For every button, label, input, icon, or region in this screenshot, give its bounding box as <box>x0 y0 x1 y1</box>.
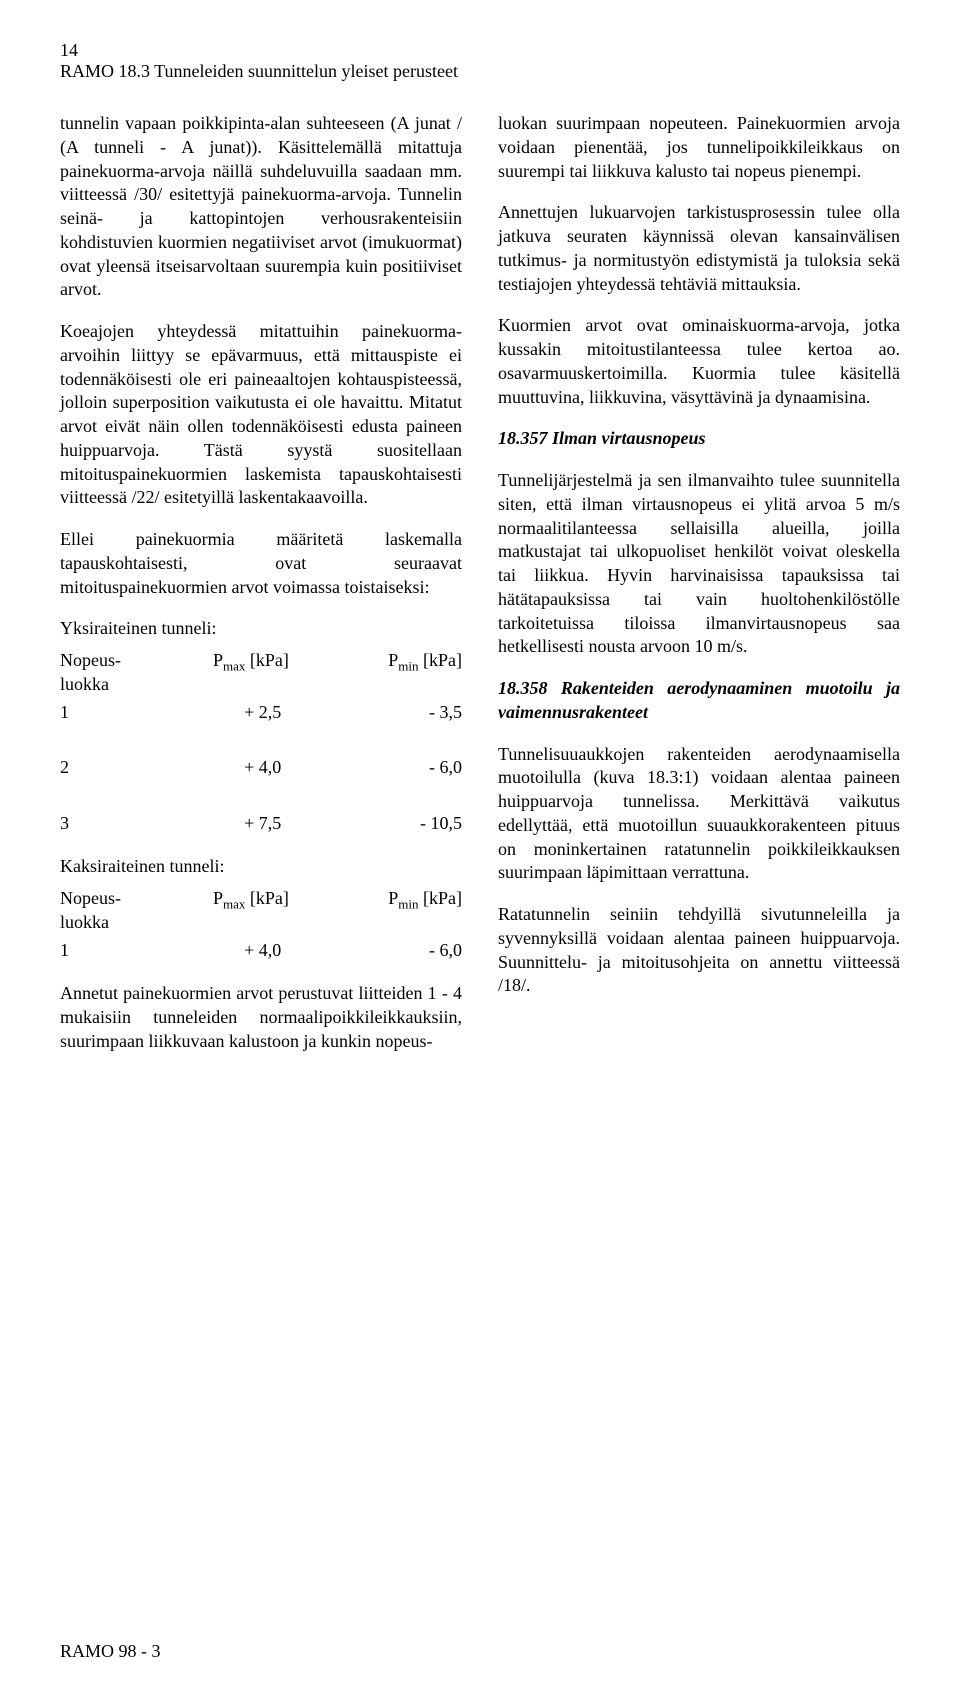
cell-pmin: - 6,0 <box>321 937 462 965</box>
right-column: luokan suurimpaan nopeuteen. Painekuormi… <box>498 112 900 1072</box>
pmax-sub: max <box>223 897 245 912</box>
cell-pmax: + 7,5 <box>181 810 322 838</box>
pmax-unit: [kPa] <box>250 888 289 908</box>
col1-bot: luokka <box>60 912 109 932</box>
table-header-row: Nopeus- luokka Pmax [kPa] Pmin [kPa] <box>60 885 462 937</box>
table-row: 1 + 2,5 - 3,5 <box>60 699 462 727</box>
table-header-row: Nopeus- luokka Pmax [kPa] Pmin [kPa] <box>60 647 462 699</box>
para-right-6: Ratatunnelin seiniin tehdyillä sivutunne… <box>498 903 900 998</box>
para-left-4: Annetut painekuormien arvot perustuvat l… <box>60 982 462 1053</box>
section-heading-18-357: 18.357 Ilman virtausnopeus <box>498 427 900 451</box>
cell-pmax: + 2,5 <box>181 699 322 727</box>
table-row: 3 + 7,5 - 10,5 <box>60 810 462 838</box>
cell-class: 2 <box>60 754 181 782</box>
pmin-label: P <box>388 650 398 670</box>
footer-text: RAMO 98 - 3 <box>60 1641 161 1662</box>
para-right-5: Tunnelisuuaukkojen rakenteiden aerodynaa… <box>498 743 900 886</box>
cell-pmax: + 4,0 <box>181 937 322 965</box>
pmin-sub: min <box>398 659 418 674</box>
table-header-pmax: Pmax [kPa] <box>181 647 322 699</box>
left-column: tunnelin vapaan poikkipinta-alan suhtees… <box>60 112 462 1072</box>
header-left: 14 RAMO 18.3 Tunneleiden suunnittelun yl… <box>60 40 458 82</box>
para-left-2: Koeajojen yhteydessä mitattuihin paineku… <box>60 320 462 510</box>
table-header-pmax: Pmax [kPa] <box>181 885 322 937</box>
col1-top: Nopeus- <box>60 888 121 908</box>
table-row <box>60 782 462 810</box>
double-track-table: Nopeus- luokka Pmax [kPa] Pmin [kPa] 1 +… <box>60 885 462 964</box>
table-header-pmin: Pmin [kPa] <box>321 885 462 937</box>
table-header-class: Nopeus- luokka <box>60 885 181 937</box>
cell-pmin: - 10,5 <box>321 810 462 838</box>
header: 14 RAMO 18.3 Tunneleiden suunnittelun yl… <box>60 40 900 82</box>
cell-pmin: - 3,5 <box>321 699 462 727</box>
table-row <box>60 726 462 754</box>
two-column-layout: tunnelin vapaan poikkipinta-alan suhtees… <box>60 112 900 1072</box>
pmin-label: P <box>388 888 398 908</box>
pmin-unit: [kPa] <box>423 650 462 670</box>
para-right-3: Kuormien arvot ovat ominaiskuorma-arvoja… <box>498 314 900 409</box>
pmax-sub: max <box>223 659 245 674</box>
table-header-pmin: Pmin [kPa] <box>321 647 462 699</box>
pmax-label: P <box>213 888 223 908</box>
col1-bot: luokka <box>60 674 109 694</box>
single-track-table: Nopeus- luokka Pmax [kPa] Pmin [kPa] 1 +… <box>60 647 462 837</box>
table-row: 1 + 4,0 - 6,0 <box>60 937 462 965</box>
cell-class: 3 <box>60 810 181 838</box>
header-title: RAMO 18.3 Tunneleiden suunnittelun yleis… <box>60 61 458 82</box>
cell-class: 1 <box>60 937 181 965</box>
cell-class: 1 <box>60 699 181 727</box>
col1-top: Nopeus- <box>60 650 121 670</box>
cell-pmin: - 6,0 <box>321 754 462 782</box>
section-heading-18-358: 18.358 Rakenteiden aerodynaaminen muotoi… <box>498 677 900 725</box>
table-header-class: Nopeus- luokka <box>60 647 181 699</box>
pmax-label: P <box>213 650 223 670</box>
para-right-4: Tunnelijärjestelmä ja sen ilmanvaihto tu… <box>498 469 900 659</box>
cell-pmax: + 4,0 <box>181 754 322 782</box>
table-row: 2 + 4,0 - 6,0 <box>60 754 462 782</box>
single-track-label: Yksiraiteinen tunneli: <box>60 617 462 641</box>
pmin-unit: [kPa] <box>423 888 462 908</box>
pmax-unit: [kPa] <box>250 650 289 670</box>
pmin-sub: min <box>398 897 418 912</box>
para-left-3: Ellei painekuormia määritetä laskemalla … <box>60 528 462 599</box>
double-track-label: Kaksiraiteinen tunneli: <box>60 855 462 879</box>
page: 14 RAMO 18.3 Tunneleiden suunnittelun yl… <box>0 0 960 1692</box>
para-right-2: Annettujen lukuarvojen tarkistusprosessi… <box>498 201 900 296</box>
para-right-1: luokan suurimpaan nopeuteen. Painekuormi… <box>498 112 900 183</box>
para-left-1: tunnelin vapaan poikkipinta-alan suhtees… <box>60 112 462 302</box>
page-number: 14 <box>60 40 458 61</box>
